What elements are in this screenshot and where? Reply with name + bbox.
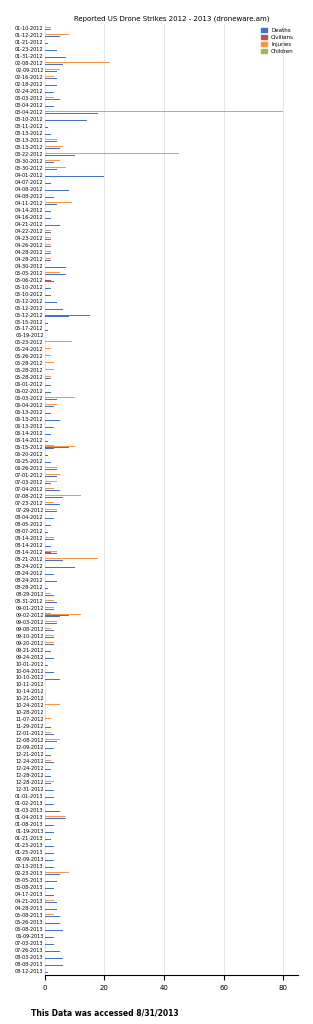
Text: This Data was accessed 8/31/2013: This Data was accessed 8/31/2013 [31, 1009, 179, 1018]
Title: Reported US Drone Strikes 2012 - 2013 (droneware.am): Reported US Drone Strikes 2012 - 2013 (d… [74, 15, 269, 22]
Legend: Deaths, Civilians, Injuries, Children: Deaths, Civilians, Injuries, Children [260, 27, 295, 55]
